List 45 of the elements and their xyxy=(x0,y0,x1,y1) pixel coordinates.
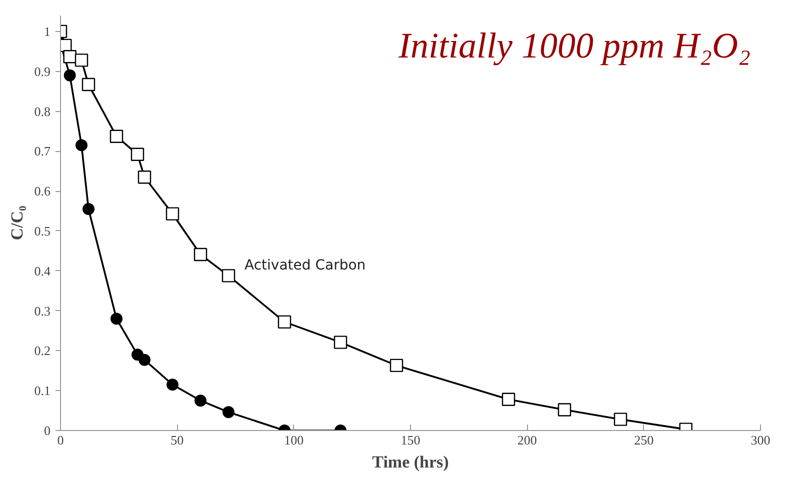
point xyxy=(74,54,88,67)
point xyxy=(82,78,96,92)
point xyxy=(194,248,208,262)
point xyxy=(614,412,628,426)
point xyxy=(138,170,152,184)
point xyxy=(110,130,124,144)
y-tick-label: 0.7 xyxy=(34,144,51,159)
point xyxy=(166,378,178,391)
y-tick-label: 0.3 xyxy=(34,303,50,318)
point xyxy=(82,203,94,216)
y-tick-label: 0.5 xyxy=(34,223,50,238)
point xyxy=(390,358,404,372)
x-tick-label: 250 xyxy=(634,432,654,448)
point xyxy=(222,269,236,282)
point xyxy=(130,148,144,161)
y-tick-label: 0.8 xyxy=(34,104,50,119)
point xyxy=(110,312,122,325)
point xyxy=(194,394,206,407)
x-tick-label: 50 xyxy=(170,432,184,448)
y-tick-label: 1 xyxy=(44,24,50,39)
point xyxy=(222,406,234,418)
point xyxy=(166,207,180,220)
y-tick-label: 0.9 xyxy=(34,64,50,79)
y-tick-label: 0 xyxy=(44,423,50,438)
y-tick-label: 0.4 xyxy=(34,263,51,278)
point xyxy=(278,315,292,329)
point xyxy=(138,354,150,366)
point xyxy=(558,403,572,416)
x-tick-label: 300 xyxy=(750,432,770,448)
y-axis-title: C/C₀ xyxy=(7,206,26,240)
annotation: Initially 1000 ppm H₂O₂ xyxy=(398,26,751,66)
point xyxy=(63,50,76,64)
point xyxy=(64,69,76,82)
x-tick-label: 100 xyxy=(284,432,304,448)
y-tick-label: 0.2 xyxy=(34,343,50,358)
x-axis-title: Time (hrs) xyxy=(372,452,449,472)
y-tick-label: 0.6 xyxy=(34,184,51,199)
point xyxy=(76,139,88,152)
point xyxy=(502,392,516,406)
x-tick-label: 150 xyxy=(400,432,420,448)
y-tick-label: 0.1 xyxy=(34,383,50,398)
series-label: Activated Carbon xyxy=(244,258,366,274)
x-tick-label: 200 xyxy=(517,432,537,448)
point xyxy=(334,336,348,349)
x-tick-label: 0 xyxy=(57,432,64,448)
